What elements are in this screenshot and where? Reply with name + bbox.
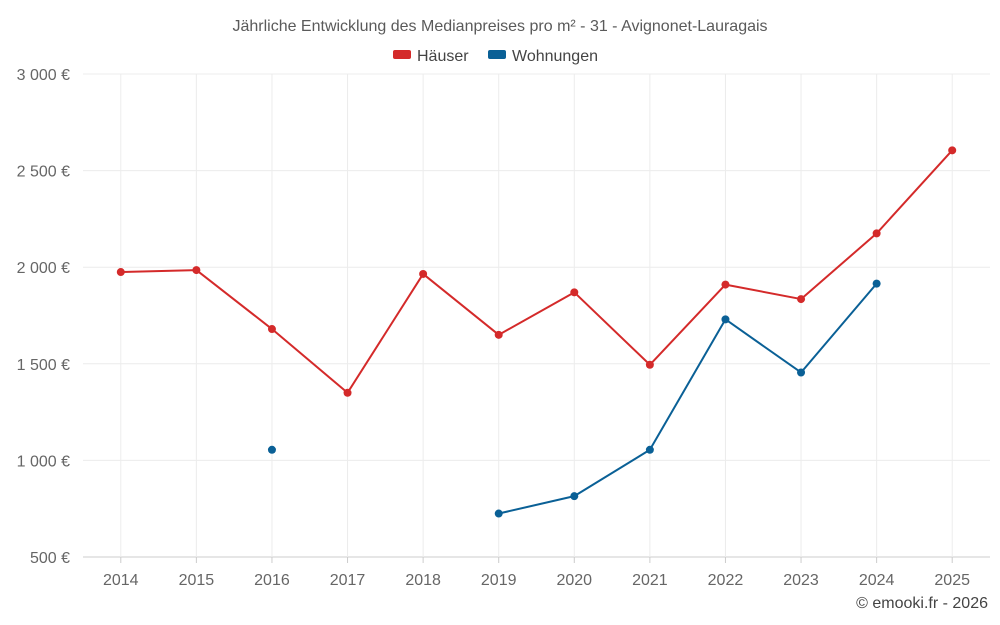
y-tick-label: 500 € (30, 550, 70, 567)
data-point (116, 268, 125, 277)
data-point (570, 492, 579, 501)
data-point (721, 280, 730, 289)
data-point (419, 269, 428, 278)
series-layer (116, 146, 957, 518)
data-point (494, 330, 503, 339)
x-tick-label: 2021 (632, 572, 668, 589)
series-h-user (116, 146, 957, 397)
x-tick-label: 2022 (708, 572, 744, 589)
legend-label: Häuser (417, 48, 469, 65)
x-tick-label: 2018 (405, 572, 441, 589)
data-point (267, 325, 276, 334)
x-tick-label: 2023 (783, 572, 819, 589)
chart-title: Jährliche Entwicklung des Medianpreises … (232, 18, 767, 35)
data-point (797, 295, 806, 304)
y-tick-label: 1 000 € (17, 453, 70, 470)
legend-swatch (393, 50, 411, 59)
data-point (192, 266, 201, 275)
data-point (872, 279, 881, 288)
credit-text: © emooki.fr - 2026 (856, 595, 988, 612)
series-line (498, 282, 878, 515)
y-axis: 500 € 1 000 € 1 500 € 2 000 € 2 500 € 3 000 € (17, 67, 70, 567)
data-point (948, 146, 957, 155)
data-point (797, 368, 806, 377)
y-tick-label: 2 000 € (17, 260, 70, 277)
grid (83, 73, 990, 558)
y-tick-label: 1 500 € (17, 357, 70, 374)
data-point (570, 288, 579, 297)
data-point (721, 315, 730, 324)
series-wohnungen (267, 279, 881, 518)
x-tick-label: 2014 (103, 572, 139, 589)
x-tick-label: 2017 (330, 572, 366, 589)
y-tick-label: 2 500 € (17, 164, 70, 181)
data-point (343, 388, 352, 397)
legend-label: Wohnungen (512, 48, 598, 65)
data-point (645, 445, 654, 454)
x-tick-label: 2015 (179, 572, 215, 589)
data-point (494, 509, 503, 518)
data-point (872, 229, 881, 238)
legend: Häuser Wohnungen (393, 48, 598, 65)
series-line (120, 149, 953, 394)
x-tick-label: 2020 (556, 572, 592, 589)
y-tick-label: 3 000 € (17, 67, 70, 84)
legend-swatch (488, 50, 506, 59)
x-tick-label: 2016 (254, 572, 290, 589)
x-tick-label: 2025 (934, 572, 970, 589)
x-axis: 2014 2015 2016 2017 2018 2019 2020 2021 2022 2023… (103, 557, 970, 589)
x-tick-label: 2024 (859, 572, 895, 589)
data-point (267, 445, 276, 454)
x-tick-label: 2019 (481, 572, 517, 589)
data-point (645, 360, 654, 369)
